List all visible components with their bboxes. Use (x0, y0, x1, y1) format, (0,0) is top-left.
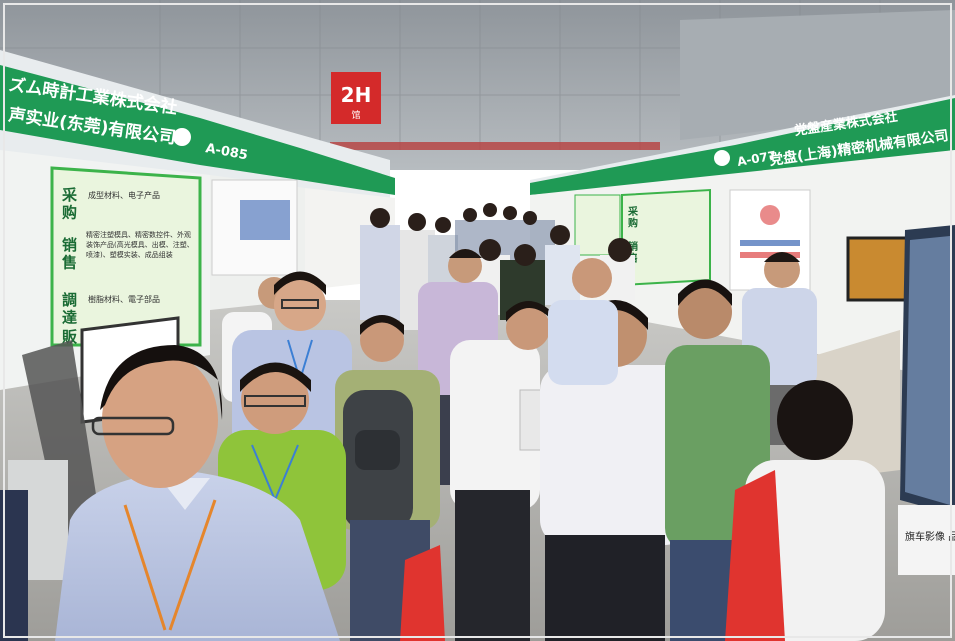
red-shopping-bag (400, 545, 445, 641)
board-heading-4: 販 (62, 328, 78, 346)
person-white-shirt-center (450, 301, 552, 641)
right-board-heading-1: 采购 (627, 205, 638, 230)
board-heading-3: 調達 (62, 291, 77, 326)
right-poster-graphic (760, 205, 780, 225)
left-booth-header-2 (200, 118, 300, 180)
brochure-stand (22, 340, 100, 540)
right-tall-display-image (905, 236, 950, 505)
hall-number: 2H (341, 83, 372, 107)
left-booth-header (0, 65, 200, 165)
person-foreground-blue-shirt (55, 345, 340, 641)
board-text-3: 樹脂材料、電子部品 (88, 294, 160, 304)
board-heading-1: 采购 (61, 186, 78, 221)
red-bag (725, 470, 785, 641)
board-text-2-wrap: 精密注塑模具、精密数控件、外观装饰产品(高光模具、出模、注塑、喷漆)、塑模实装、… (86, 231, 194, 259)
right-booth-number: A-077 (736, 148, 777, 169)
right-poster-bar-2 (740, 252, 800, 258)
person-blue-shirt-center (548, 258, 618, 385)
right-booth-header (735, 98, 955, 180)
left-booth-logo-icon (173, 128, 191, 146)
photo-border (3, 3, 952, 638)
hall-wall-right (680, 10, 955, 140)
right-panel (898, 505, 955, 575)
person-woman-red-bag (725, 380, 885, 641)
left-booth-header-3 (300, 148, 395, 195)
left-booth-number: A-085 (204, 141, 249, 163)
board-text-2: 精密注塑模具、精密数控件、外观装饰产品(高光模具、出模、注塑、喷漆)、塑模实装、… (86, 231, 194, 259)
board-text-1: 成型材料、电子产品 (88, 190, 160, 200)
hall-red-strip (330, 142, 660, 150)
right-display-board (621, 188, 711, 287)
left-display-board: 采购 成型材料、电子产品 销售 精密注塑模具、精密数控件、外观装饰产品(高光模具… (50, 166, 202, 347)
right-booth-logo-icon (714, 150, 730, 166)
right-panel-text: 旗车影像 品质 (905, 530, 955, 543)
board-heading-2: 销售 (62, 236, 77, 271)
left-poster-image (240, 200, 290, 240)
right-poster-bar-1 (740, 240, 800, 246)
hall-sign: 2H 馆 (331, 72, 381, 124)
right-screen (846, 236, 912, 302)
hall-sub: 馆 (351, 109, 360, 121)
